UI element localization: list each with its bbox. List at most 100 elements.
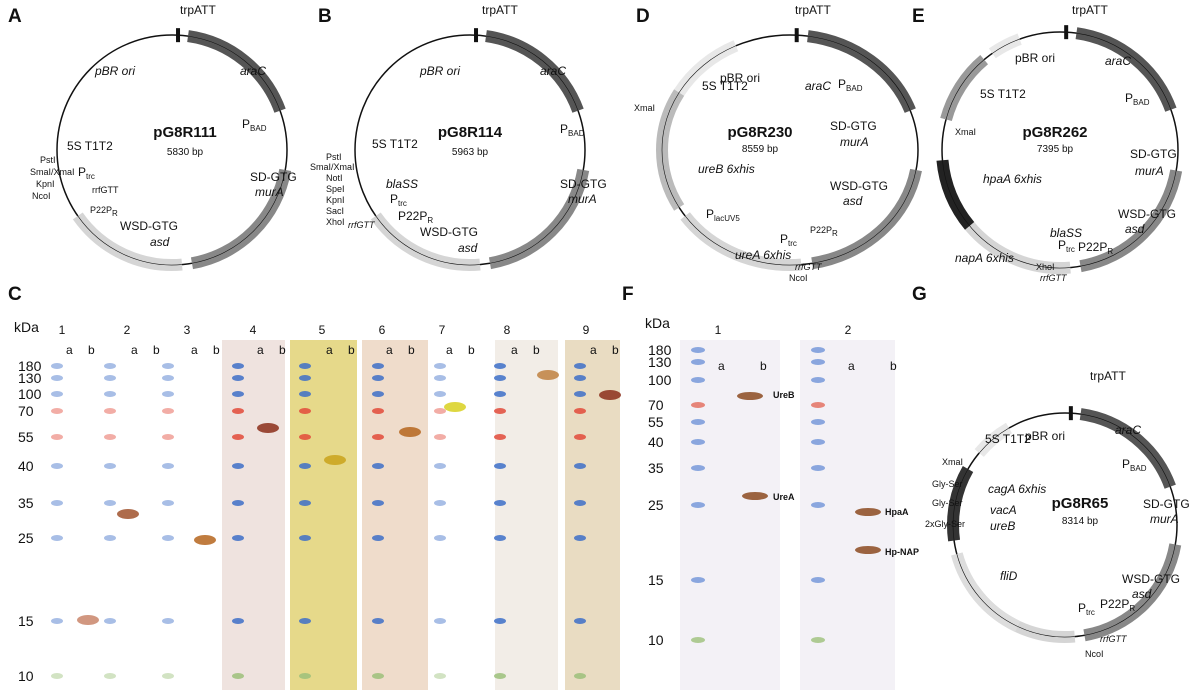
feature-label: Gly-Ser — [932, 498, 963, 508]
feature-label: rrfGTT — [348, 220, 376, 230]
plasmid-size: 5963 bp — [452, 147, 489, 158]
feature-label: Ptrc — [390, 192, 407, 208]
feature-label: NcoI — [1085, 649, 1104, 659]
ladder-band — [51, 500, 63, 506]
feature-label: pBR ori — [94, 64, 135, 78]
feature-label-main: P — [1125, 91, 1133, 105]
feature-label: WSD-GTG — [120, 219, 178, 233]
feature-label-main: P22P — [810, 225, 832, 235]
ladder-band — [434, 618, 446, 624]
feature-label: 2xGly-Ser — [925, 519, 965, 529]
ladder-band — [299, 673, 311, 679]
kda-marker: 35 — [18, 495, 34, 511]
ladder-band — [434, 375, 446, 381]
ladder-band — [104, 434, 116, 440]
ladder-band — [574, 434, 586, 440]
ladder-band — [574, 463, 586, 469]
gene-arc-outline — [187, 35, 281, 111]
sublane-label: b — [612, 343, 619, 357]
ladder-band — [494, 673, 506, 679]
ladder-band — [372, 363, 384, 369]
ladder-band — [372, 535, 384, 541]
panel-letter: G — [912, 284, 927, 305]
plasmid-name: pG8R230 — [727, 124, 792, 141]
feature-label: NcoI — [789, 273, 808, 283]
feature-label: pBR ori — [1025, 429, 1065, 443]
sample-band — [537, 370, 559, 380]
feature-label-main: P — [838, 77, 846, 91]
ladder-band — [162, 500, 174, 506]
ladder-band — [691, 439, 705, 445]
feature-label: XhoI — [1036, 262, 1055, 272]
gene-arc-outline — [807, 35, 911, 111]
feature-label: trpATT — [795, 3, 831, 17]
kda-marker: 70 — [648, 397, 664, 413]
ladder-band — [574, 375, 586, 381]
sample-band — [399, 427, 421, 437]
gene-arc-outline — [1076, 32, 1172, 110]
ladder-band — [162, 391, 174, 397]
feature-label: PBAD — [1125, 91, 1150, 107]
ladder-band — [232, 363, 244, 369]
ladder-band — [372, 500, 384, 506]
lane-number: 7 — [439, 323, 446, 337]
feature-label-sub: R — [427, 216, 433, 225]
feature-label: asd — [843, 194, 863, 208]
ladder-band — [232, 618, 244, 624]
feature-label: asd — [1132, 587, 1152, 601]
feature-label-sub: R — [1129, 604, 1135, 613]
ladder-band — [811, 577, 825, 583]
ladder-band — [232, 673, 244, 679]
sublane-label: b — [348, 343, 355, 357]
feature-label: SD-GTG — [560, 177, 607, 191]
sample-band — [194, 535, 216, 545]
feature-label: NotI — [326, 173, 343, 183]
ladder-band — [162, 535, 174, 541]
ladder-band — [232, 535, 244, 541]
feature-label: Ptrc — [1058, 238, 1075, 254]
feature-label-main: P22P — [90, 205, 112, 215]
kda-marker: 55 — [648, 414, 664, 430]
ladder-band — [494, 408, 506, 414]
ladder-band — [372, 375, 384, 381]
band-label: UreA — [773, 492, 795, 502]
gene-arc-outline — [375, 215, 481, 266]
ladder-band — [104, 500, 116, 506]
feature-label: PstI — [40, 155, 56, 165]
feature-label: fliD — [1000, 569, 1018, 583]
gene-arc-outline — [945, 59, 985, 120]
blot-membrane — [495, 340, 558, 690]
blot-membrane — [362, 340, 428, 690]
kda-marker: 10 — [648, 632, 664, 648]
band-label: Hp-NAP — [885, 547, 919, 557]
feature-label: araC — [805, 79, 831, 93]
gene-arc-outline — [942, 160, 970, 227]
feature-label: trpATT — [482, 3, 518, 17]
gene-arc-outline — [77, 215, 183, 266]
blot-membrane — [290, 340, 357, 690]
ladder-band — [162, 463, 174, 469]
ladder-band — [372, 463, 384, 469]
panel-letter: B — [318, 6, 332, 27]
feature-label-main: P — [706, 207, 714, 221]
sublane-label: b — [890, 359, 897, 373]
lane-number: 8 — [504, 323, 511, 337]
kda-marker: 130 — [648, 354, 672, 370]
feature-label-sub: lacUV5 — [714, 214, 740, 223]
sublane-label: b — [408, 343, 415, 357]
feature-label: SmaI/XmaI — [30, 167, 75, 177]
feature-label-sub: BAD — [1133, 98, 1150, 107]
sublane-label: a — [66, 343, 73, 357]
feature-label: XmaI — [955, 127, 976, 137]
ladder-band — [162, 434, 174, 440]
ladder-band — [691, 359, 705, 365]
sample-band — [599, 390, 621, 400]
sublane-label: b — [760, 359, 767, 373]
gene-arc — [1083, 543, 1182, 642]
feature-label-sub: BAD — [846, 84, 863, 93]
feature-label-main: P22P — [1078, 240, 1107, 254]
ladder-band — [691, 502, 705, 508]
sample-band — [737, 392, 763, 400]
feature-label: hpaA 6xhis — [983, 172, 1042, 186]
feature-label: asd — [150, 235, 170, 249]
